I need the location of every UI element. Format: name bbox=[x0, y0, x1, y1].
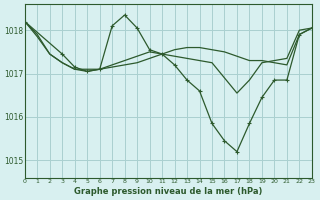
X-axis label: Graphe pression niveau de la mer (hPa): Graphe pression niveau de la mer (hPa) bbox=[74, 187, 262, 196]
